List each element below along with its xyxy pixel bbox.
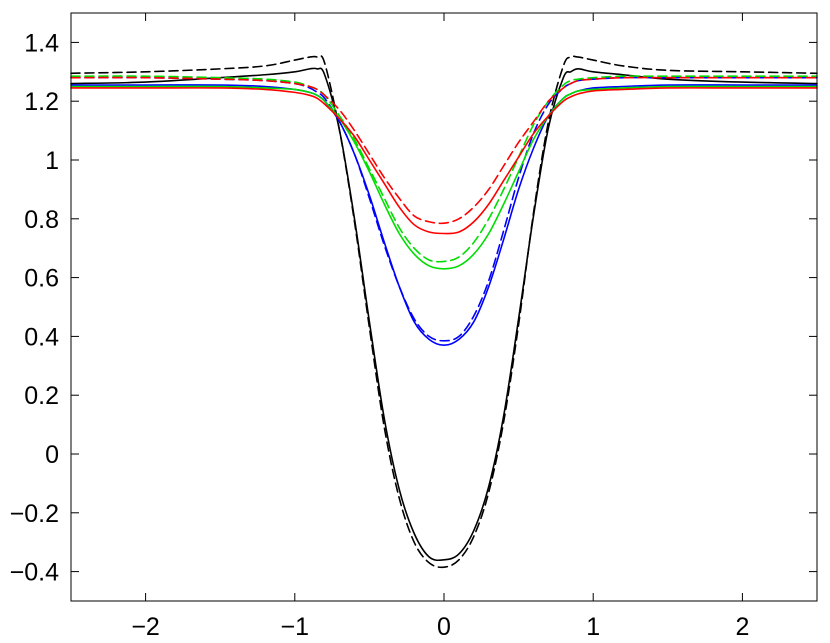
x-tick-label: −1 — [281, 613, 310, 641]
y-tick-label: 1 — [45, 147, 59, 175]
y-tick-label: 0.4 — [24, 323, 59, 351]
series-line-blue-dashed — [70, 76, 818, 342]
x-tick-label: 1 — [586, 613, 600, 641]
y-tick-label: 1.4 — [24, 29, 59, 57]
series-line-black-dashed — [70, 55, 818, 569]
series-layer — [70, 55, 818, 569]
y-tick-label: 0.8 — [24, 206, 59, 234]
series-line-red-solid — [70, 87, 818, 235]
series-line-red-dashed — [70, 76, 818, 225]
x-tick-label: 0 — [437, 613, 451, 641]
series-line-green-solid — [70, 85, 818, 270]
y-tick-label: 1.2 — [24, 88, 59, 116]
y-tick-label: −0.4 — [10, 559, 59, 587]
series-line-black-solid — [70, 67, 818, 562]
y-tick-label: 0 — [45, 441, 59, 469]
plot-frame — [70, 12, 818, 602]
ticks-layer: −2 −1 0 1 2 −0.4 −0.2 0 0.2 0.4 0.6 0.8 1 1.2 1.4 — [10, 13, 817, 641]
x-tick-label: 2 — [735, 613, 749, 641]
y-tick-label: −0.2 — [10, 500, 59, 528]
y-tick-label: 0.6 — [24, 265, 59, 293]
series-line-blue-solid — [70, 84, 818, 347]
x-tick-label: −2 — [131, 613, 160, 641]
y-tick-label: 0.2 — [24, 382, 59, 410]
